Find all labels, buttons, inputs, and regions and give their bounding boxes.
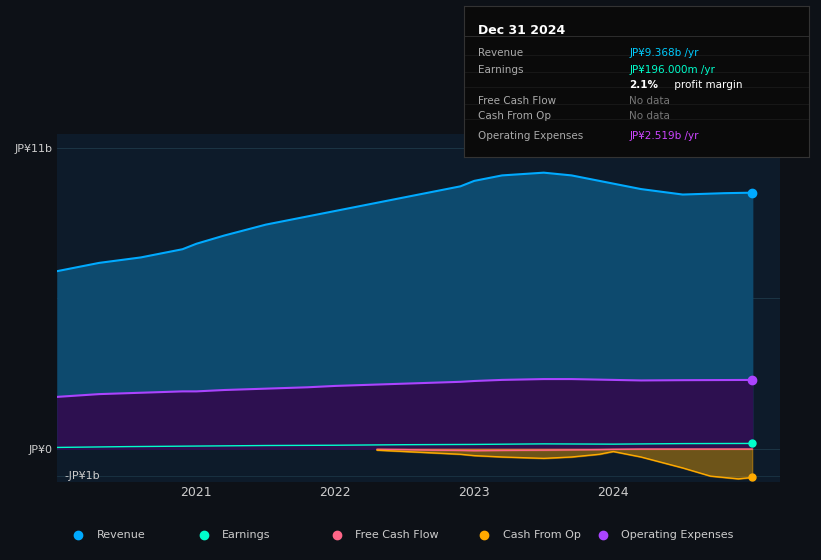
- Text: Free Cash Flow: Free Cash Flow: [478, 96, 556, 106]
- Text: profit margin: profit margin: [671, 80, 742, 90]
- Text: Dec 31 2024: Dec 31 2024: [478, 24, 565, 37]
- Text: No data: No data: [630, 96, 670, 106]
- Text: Free Cash Flow: Free Cash Flow: [355, 530, 438, 540]
- Text: 2.1%: 2.1%: [630, 80, 658, 90]
- Text: Operating Expenses: Operating Expenses: [478, 131, 583, 141]
- Text: JP¥2.519b /yr: JP¥2.519b /yr: [630, 131, 699, 141]
- Text: Cash From Op: Cash From Op: [502, 530, 580, 540]
- Text: Cash From Op: Cash From Op: [478, 111, 551, 122]
- Text: Earnings: Earnings: [222, 530, 271, 540]
- Text: JP¥9.368b /yr: JP¥9.368b /yr: [630, 48, 699, 58]
- Text: Revenue: Revenue: [97, 530, 145, 540]
- Text: Operating Expenses: Operating Expenses: [621, 530, 733, 540]
- Text: JP¥196.000m /yr: JP¥196.000m /yr: [630, 64, 715, 74]
- Text: -JP¥1b: -JP¥1b: [64, 471, 100, 481]
- Text: Earnings: Earnings: [478, 64, 523, 74]
- Text: Revenue: Revenue: [478, 48, 523, 58]
- Text: No data: No data: [630, 111, 670, 122]
